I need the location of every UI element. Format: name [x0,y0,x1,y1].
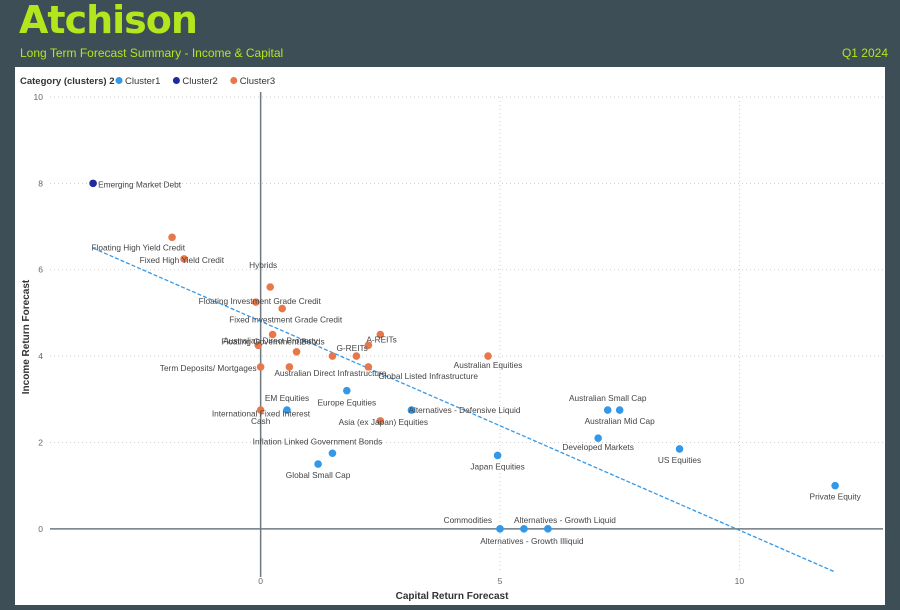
y-tick-label: 8 [38,178,43,188]
y-tick-label: 2 [38,437,43,447]
data-point[interactable] [407,406,416,414]
point-label: Fixed Investment Grade Credit [229,315,343,325]
data-point[interactable] [594,434,602,442]
y-tick-label: 10 [34,92,44,102]
data-point[interactable] [328,352,337,360]
scatter-chart[interactable]: Category (clusters) 2 Cluster1 Cluster2 Cl… [15,67,885,605]
legend: Category (clusters) 2 Cluster1 Cluster2 Cl… [20,76,275,87]
report-period: Q1 2024 [841,46,888,60]
data-point[interactable] [376,330,385,339]
trendline [92,247,836,573]
data-point[interactable] [292,347,301,356]
point-label: Emerging Market Debt [98,179,182,189]
point-label: Europe Equities [318,398,377,408]
point-label: Term Deposits/ Mortgages [160,363,257,373]
point-label: Australian Mid Cap [585,416,655,426]
point-label: Commodities [444,515,492,525]
data-point[interactable] [254,341,263,350]
data-point[interactable] [283,406,291,414]
grid: 0 2 4 6 8 10 0 5 10 [34,92,883,586]
point-labels: Emerging Market Debt Floating High Yield … [91,179,861,545]
axes [50,92,883,577]
data-point[interactable] [615,406,624,414]
atchison-logo: Atchison [19,0,198,42]
point-label: Alternatives - Defensive Liquid [408,405,520,415]
legend-marker-cluster2 [172,77,180,84]
chart-panel: Category (clusters) 2 Cluster1 Cluster2 Cl… [15,67,885,605]
point-label: Asia (ex Japan) Equities [339,417,428,427]
data-point[interactable] [364,363,373,371]
data-point[interactable] [285,363,294,371]
data-point[interactable] [266,283,275,291]
point-label: Australian Small Cap [569,393,647,403]
y-tick-label: 6 [38,265,43,275]
data-point[interactable] [496,525,504,533]
x-tick-label: 5 [498,576,503,586]
point-label: Hybrids [249,260,277,270]
data-point[interactable] [484,352,492,360]
data-point[interactable] [256,363,265,371]
data-point[interactable] [352,352,361,360]
data-point[interactable] [675,445,684,453]
legend-marker-cluster1 [115,77,123,84]
data-point[interactable] [343,386,351,395]
point-label: Developed Markets [562,442,633,452]
point-label: Alternatives - Growth Liquid [514,515,616,525]
data-point[interactable] [252,298,260,306]
data-point[interactable] [520,525,528,533]
data-points [89,179,839,533]
data-point[interactable] [168,233,176,242]
data-point[interactable] [376,417,385,425]
data-point[interactable] [256,406,265,414]
legend-title: Category (clusters) 2 [20,76,115,87]
point-label: Global Listed Infrastructure [378,371,478,381]
data-point[interactable] [268,330,277,339]
point-label: Japan Equities [470,461,524,471]
data-point[interactable] [328,449,337,458]
data-point[interactable] [364,341,373,350]
point-label: International Fixed Interest [212,409,311,419]
legend-item-cluster2[interactable]: Cluster2 [182,76,217,87]
legend-marker-cluster3 [230,77,238,84]
data-point[interactable] [493,451,502,460]
data-point[interactable] [831,481,839,490]
point-label: US Equities [658,455,701,465]
y-tick-label: 4 [38,351,43,361]
x-tick-label: 0 [258,576,263,586]
point-label: Inflation Linked Government Bonds [253,436,383,446]
y-tick-label: 0 [38,524,43,534]
legend-item-cluster3[interactable]: Cluster3 [240,76,275,87]
point-label: Fixed High Yield Credit [140,255,225,265]
point-label: Private Equity [810,492,862,502]
point-label: A-REITs [366,334,396,344]
point-label: Floating Government Bonds [221,337,324,347]
legend-item-cluster1[interactable]: Cluster1 [125,76,160,87]
x-tick-label: 10 [735,576,745,586]
trend-line [92,247,836,573]
report-subtitle: Long Term Forecast Summary - Income & Ca… [20,46,284,60]
point-label: Australian Equities [454,360,523,370]
y-axis-label: Income Return Forecast [21,279,32,394]
point-label: EM Equities [265,393,309,403]
point-label: Cash [251,416,271,426]
data-point[interactable] [180,255,188,263]
point-label: G-REITs [336,343,367,353]
data-point[interactable] [603,406,612,414]
point-label: Alternatives - Growth Illiquid [480,536,584,546]
point-label: Floating High Yield Credit [91,242,185,252]
data-point[interactable] [278,304,286,313]
x-axis-label: Capital Return Forecast [396,591,509,602]
data-point[interactable] [89,179,97,188]
data-point[interactable] [544,525,552,533]
point-label: Floating Investment Grade Credit [199,296,322,306]
point-label: Australian Direct Infrastructure [274,368,386,378]
point-label: Global Small Cap [286,470,351,480]
point-label: Australian Direct Property [223,335,318,345]
data-point[interactable] [314,460,322,468]
